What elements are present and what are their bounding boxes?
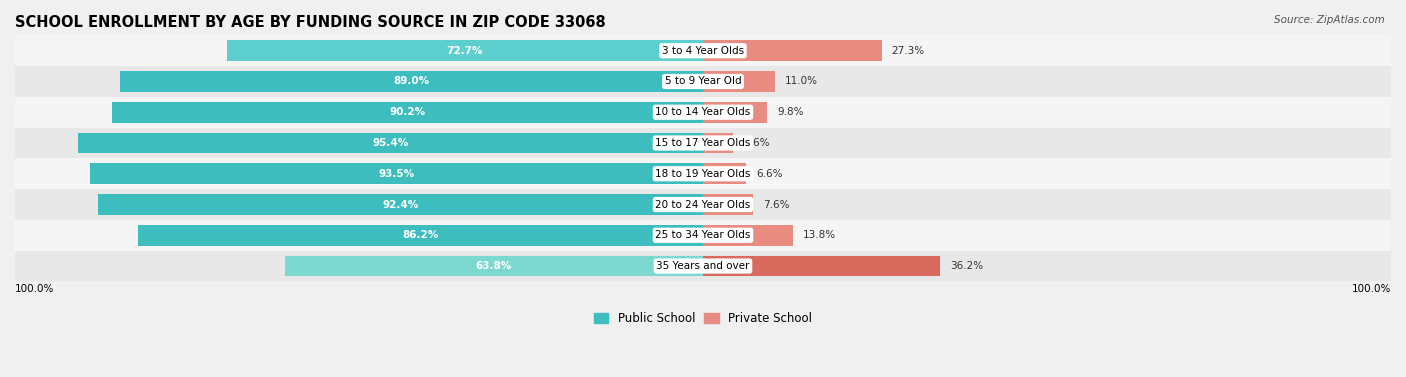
Bar (703, 256, 941, 276)
Text: 35 Years and over: 35 Years and over (657, 261, 749, 271)
Legend: Public School, Private School: Public School, Private School (589, 307, 817, 329)
Bar (77, 133, 703, 153)
Bar (15, 35, 1391, 66)
Text: 20 to 24 Year Olds: 20 to 24 Year Olds (655, 199, 751, 210)
Text: 90.2%: 90.2% (389, 107, 426, 117)
Text: 89.0%: 89.0% (394, 77, 429, 86)
Text: 10 to 14 Year Olds: 10 to 14 Year Olds (655, 107, 751, 117)
Bar (15, 189, 1391, 220)
Text: 6.6%: 6.6% (756, 169, 783, 179)
Text: 13.8%: 13.8% (803, 230, 837, 240)
Bar (285, 256, 703, 276)
Text: 100.0%: 100.0% (15, 285, 55, 294)
Bar (15, 220, 1391, 251)
Text: SCHOOL ENROLLMENT BY AGE BY FUNDING SOURCE IN ZIP CODE 33068: SCHOOL ENROLLMENT BY AGE BY FUNDING SOUR… (15, 15, 606, 30)
Bar (703, 40, 882, 61)
Text: 15 to 17 Year Olds: 15 to 17 Year Olds (655, 138, 751, 148)
Bar (120, 71, 703, 92)
Text: 100.0%: 100.0% (1351, 285, 1391, 294)
Bar (90, 163, 703, 184)
Text: 93.5%: 93.5% (378, 169, 415, 179)
Text: 63.8%: 63.8% (475, 261, 512, 271)
Text: 9.8%: 9.8% (778, 107, 804, 117)
Bar (138, 225, 703, 246)
Bar (703, 194, 752, 215)
Bar (112, 102, 703, 123)
Bar (15, 128, 1391, 158)
Text: 92.4%: 92.4% (382, 199, 419, 210)
Text: 27.3%: 27.3% (891, 46, 925, 56)
Text: 5 to 9 Year Old: 5 to 9 Year Old (665, 77, 741, 86)
Text: 7.6%: 7.6% (762, 199, 789, 210)
Bar (703, 102, 768, 123)
Bar (226, 40, 703, 61)
Bar (15, 251, 1391, 281)
Bar (15, 97, 1391, 128)
Bar (703, 71, 775, 92)
Text: 36.2%: 36.2% (950, 261, 983, 271)
Bar (15, 158, 1391, 189)
Text: 3 to 4 Year Olds: 3 to 4 Year Olds (662, 46, 744, 56)
Text: Source: ZipAtlas.com: Source: ZipAtlas.com (1274, 15, 1385, 25)
Text: 4.6%: 4.6% (742, 138, 769, 148)
Bar (703, 163, 747, 184)
Text: 86.2%: 86.2% (402, 230, 439, 240)
Text: 11.0%: 11.0% (785, 77, 818, 86)
Text: 95.4%: 95.4% (373, 138, 409, 148)
Bar (703, 133, 733, 153)
Bar (703, 225, 793, 246)
Text: 72.7%: 72.7% (447, 46, 484, 56)
Text: 18 to 19 Year Olds: 18 to 19 Year Olds (655, 169, 751, 179)
Bar (15, 66, 1391, 97)
Bar (97, 194, 703, 215)
Text: 25 to 34 Year Olds: 25 to 34 Year Olds (655, 230, 751, 240)
